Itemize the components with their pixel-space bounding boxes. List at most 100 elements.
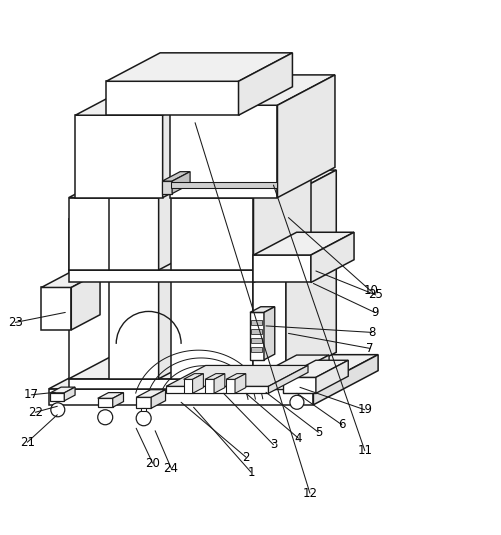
- Text: 5: 5: [314, 426, 322, 439]
- Text: 21: 21: [20, 435, 35, 449]
- Polygon shape: [109, 197, 158, 270]
- Polygon shape: [277, 75, 334, 197]
- Polygon shape: [249, 307, 274, 312]
- Polygon shape: [213, 373, 224, 393]
- Polygon shape: [225, 373, 245, 379]
- Polygon shape: [253, 240, 311, 282]
- Polygon shape: [234, 373, 245, 393]
- Polygon shape: [268, 365, 308, 393]
- Circle shape: [136, 411, 151, 426]
- Text: 3: 3: [269, 438, 277, 451]
- Text: 23: 23: [8, 316, 23, 329]
- Polygon shape: [253, 167, 311, 270]
- Text: 19: 19: [357, 403, 372, 416]
- Text: 17: 17: [24, 388, 39, 401]
- Polygon shape: [106, 81, 238, 115]
- Polygon shape: [171, 167, 311, 197]
- Polygon shape: [69, 270, 253, 282]
- Polygon shape: [250, 339, 262, 343]
- Polygon shape: [109, 189, 216, 219]
- Polygon shape: [315, 360, 348, 393]
- Polygon shape: [183, 379, 192, 393]
- Polygon shape: [171, 197, 253, 270]
- Polygon shape: [283, 360, 348, 377]
- Polygon shape: [253, 189, 311, 379]
- Text: 24: 24: [163, 462, 178, 475]
- Polygon shape: [69, 189, 206, 219]
- Polygon shape: [158, 189, 216, 379]
- Polygon shape: [170, 75, 334, 105]
- Polygon shape: [205, 373, 224, 379]
- Polygon shape: [253, 196, 286, 379]
- Polygon shape: [136, 389, 165, 398]
- Polygon shape: [69, 197, 148, 270]
- Circle shape: [98, 410, 113, 425]
- Polygon shape: [192, 373, 203, 393]
- Polygon shape: [225, 379, 234, 393]
- Polygon shape: [50, 387, 75, 393]
- Polygon shape: [136, 398, 151, 408]
- Text: 25: 25: [368, 288, 382, 301]
- Circle shape: [290, 395, 303, 409]
- Circle shape: [51, 403, 65, 417]
- Text: 8: 8: [367, 326, 375, 339]
- Polygon shape: [64, 387, 75, 401]
- Polygon shape: [71, 272, 100, 330]
- Polygon shape: [69, 219, 148, 379]
- Polygon shape: [49, 389, 313, 405]
- Polygon shape: [162, 181, 172, 194]
- Polygon shape: [313, 355, 377, 405]
- Text: 9: 9: [370, 306, 378, 319]
- Text: 12: 12: [302, 487, 317, 500]
- Polygon shape: [171, 182, 277, 188]
- Polygon shape: [141, 408, 146, 411]
- Polygon shape: [166, 365, 308, 386]
- Text: 2: 2: [242, 450, 249, 464]
- Polygon shape: [166, 386, 268, 393]
- Text: 20: 20: [145, 457, 160, 470]
- Text: 6: 6: [338, 418, 345, 431]
- Polygon shape: [41, 272, 100, 287]
- Text: 4: 4: [294, 432, 302, 445]
- Polygon shape: [98, 393, 123, 398]
- Polygon shape: [158, 167, 216, 270]
- Polygon shape: [41, 287, 71, 330]
- Polygon shape: [253, 255, 310, 282]
- Polygon shape: [250, 320, 262, 325]
- Polygon shape: [109, 219, 158, 379]
- Polygon shape: [162, 85, 220, 197]
- Polygon shape: [253, 355, 329, 378]
- Polygon shape: [109, 167, 216, 197]
- Polygon shape: [253, 232, 353, 255]
- Polygon shape: [171, 189, 311, 219]
- Polygon shape: [69, 379, 273, 389]
- Polygon shape: [205, 379, 213, 393]
- Polygon shape: [75, 115, 162, 197]
- Text: 7: 7: [365, 342, 373, 355]
- Polygon shape: [50, 393, 64, 401]
- Polygon shape: [238, 53, 292, 115]
- Polygon shape: [113, 393, 123, 407]
- Polygon shape: [286, 170, 336, 379]
- Polygon shape: [253, 170, 336, 196]
- Polygon shape: [151, 389, 165, 408]
- Text: 22: 22: [28, 406, 43, 419]
- Polygon shape: [286, 355, 329, 389]
- Polygon shape: [162, 172, 190, 181]
- Polygon shape: [75, 85, 220, 115]
- Polygon shape: [106, 53, 292, 81]
- Polygon shape: [183, 373, 203, 379]
- Polygon shape: [49, 355, 377, 389]
- Polygon shape: [148, 167, 206, 270]
- Polygon shape: [69, 167, 206, 197]
- Polygon shape: [171, 219, 253, 379]
- Polygon shape: [250, 330, 262, 334]
- Polygon shape: [264, 307, 274, 360]
- Polygon shape: [148, 189, 206, 379]
- Text: 11: 11: [357, 444, 372, 457]
- Polygon shape: [69, 240, 311, 270]
- Polygon shape: [69, 350, 327, 379]
- Polygon shape: [253, 378, 286, 389]
- Polygon shape: [283, 377, 315, 393]
- Text: 1: 1: [247, 465, 254, 479]
